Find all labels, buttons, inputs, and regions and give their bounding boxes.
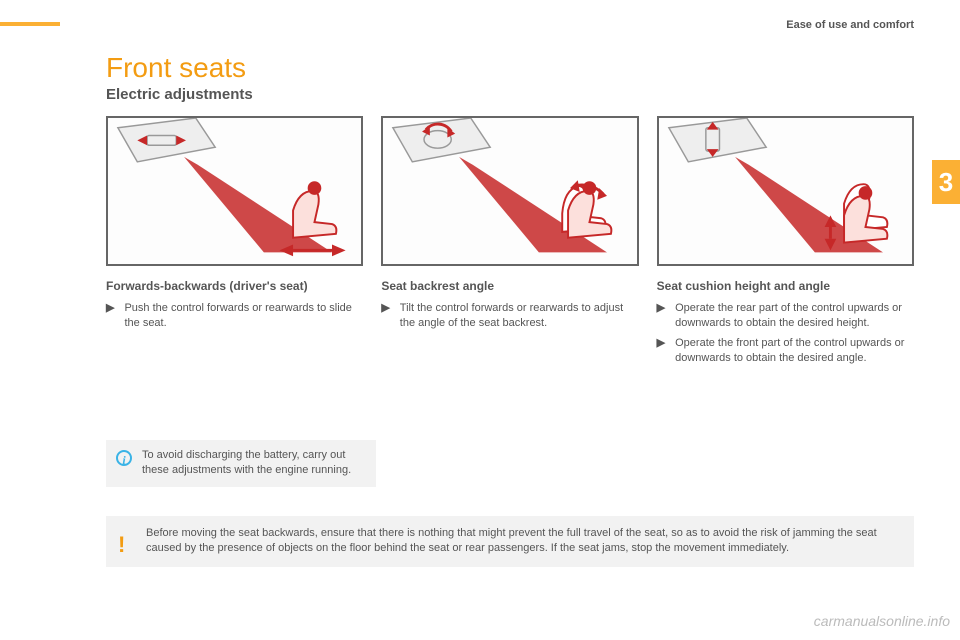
section-header: Ease of use and comfort <box>786 18 914 33</box>
page-title: Front seats <box>106 48 246 87</box>
col3-bullet-2: ▶ Operate the front part of the control … <box>657 336 914 367</box>
col2-bullet: ▶ Tilt the control forwards or rearwards… <box>381 301 638 332</box>
bullet-icon: ▶ <box>106 301 114 332</box>
warning-note-text: Before moving the seat backwards, ensure… <box>146 527 877 554</box>
figure-cushion-height <box>657 116 914 266</box>
col2-bullet-text: Tilt the control forwards or rearwards t… <box>400 301 639 332</box>
column-cushion-height: Seat cushion height and angle ▶ Operate … <box>657 116 914 370</box>
col3-bullet-1: ▶ Operate the rear part of the control u… <box>657 301 914 332</box>
warning-note: ! Before moving the seat backwards, ensu… <box>106 516 914 567</box>
col1-heading: Forwards-backwards (driver's seat) <box>106 278 363 295</box>
info-note-text: To avoid discharging the battery, carry … <box>142 449 351 476</box>
accent-bar <box>0 22 60 26</box>
figure-backrest-angle <box>381 116 638 266</box>
columns-container: Forwards-backwards (driver's seat) ▶ Pus… <box>106 116 914 370</box>
bullet-icon: ▶ <box>657 336 665 367</box>
watermark: carmanualsonline.info <box>814 612 950 632</box>
col2-heading: Seat backrest angle <box>381 278 638 295</box>
col3-bullet1-text: Operate the rear part of the control upw… <box>675 301 914 332</box>
column-backrest-angle: Seat backrest angle ▶ Tilt the control f… <box>381 116 638 370</box>
info-note: i To avoid discharging the battery, carr… <box>106 440 376 487</box>
bullet-icon: ▶ <box>657 301 665 332</box>
col1-bullet-text: Push the control forwards or rearwards t… <box>124 301 363 332</box>
warning-icon: ! <box>118 530 125 561</box>
chapter-tab: 3 <box>932 160 960 204</box>
col3-bullet2-text: Operate the front part of the control up… <box>675 336 914 367</box>
figure-forwards-backwards <box>106 116 363 266</box>
bullet-icon: ▶ <box>381 301 389 332</box>
info-icon: i <box>116 450 132 466</box>
col1-bullet: ▶ Push the control forwards or rearwards… <box>106 301 363 332</box>
page-subtitle: Electric adjustments <box>106 84 253 105</box>
col3-heading: Seat cushion height and angle <box>657 278 914 295</box>
column-forwards-backwards: Forwards-backwards (driver's seat) ▶ Pus… <box>106 116 363 370</box>
